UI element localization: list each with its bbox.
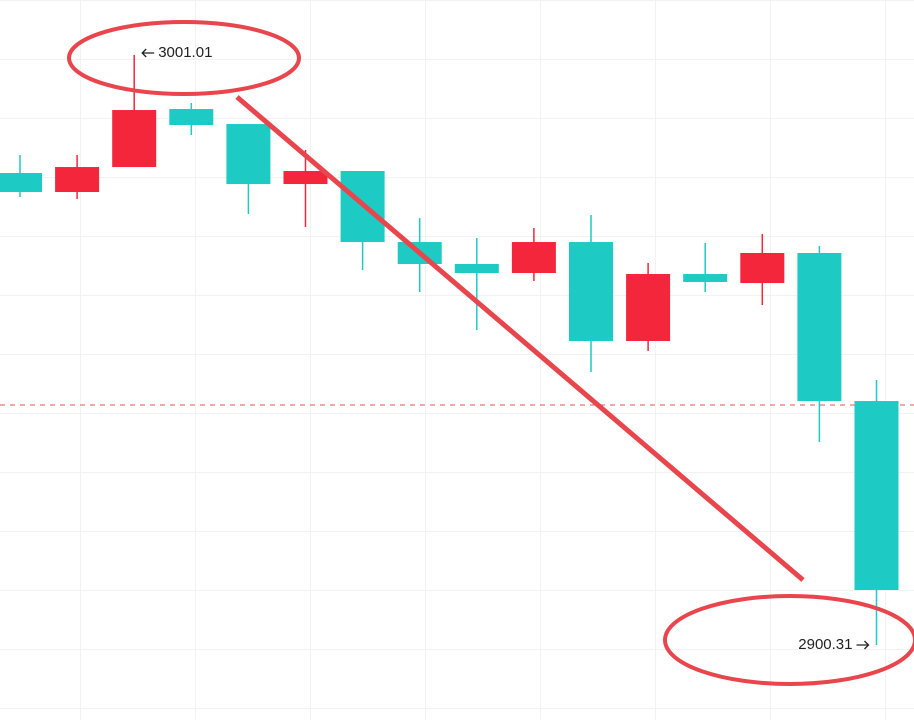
candle-body [626,274,671,341]
candle-body [683,274,728,282]
highlight-ellipse [663,594,914,686]
candle-body [226,124,271,185]
candle-body [169,109,214,126]
candle-body [0,173,42,192]
candle-body [797,252,842,402]
arrow-left [141,48,155,58]
candle-body [854,401,899,590]
highlight-ellipse [67,20,301,96]
candle-body [454,264,499,274]
candle-body [112,110,157,168]
candle-body [740,252,785,284]
candle-body [55,167,100,192]
trend-line [235,95,805,582]
high-label: 3001.01 [158,44,212,61]
candle-body [511,242,556,274]
low-label: 2900.31 [798,636,852,653]
arrow-right [856,640,870,650]
candle-body [283,171,328,185]
candle-body [569,242,613,341]
